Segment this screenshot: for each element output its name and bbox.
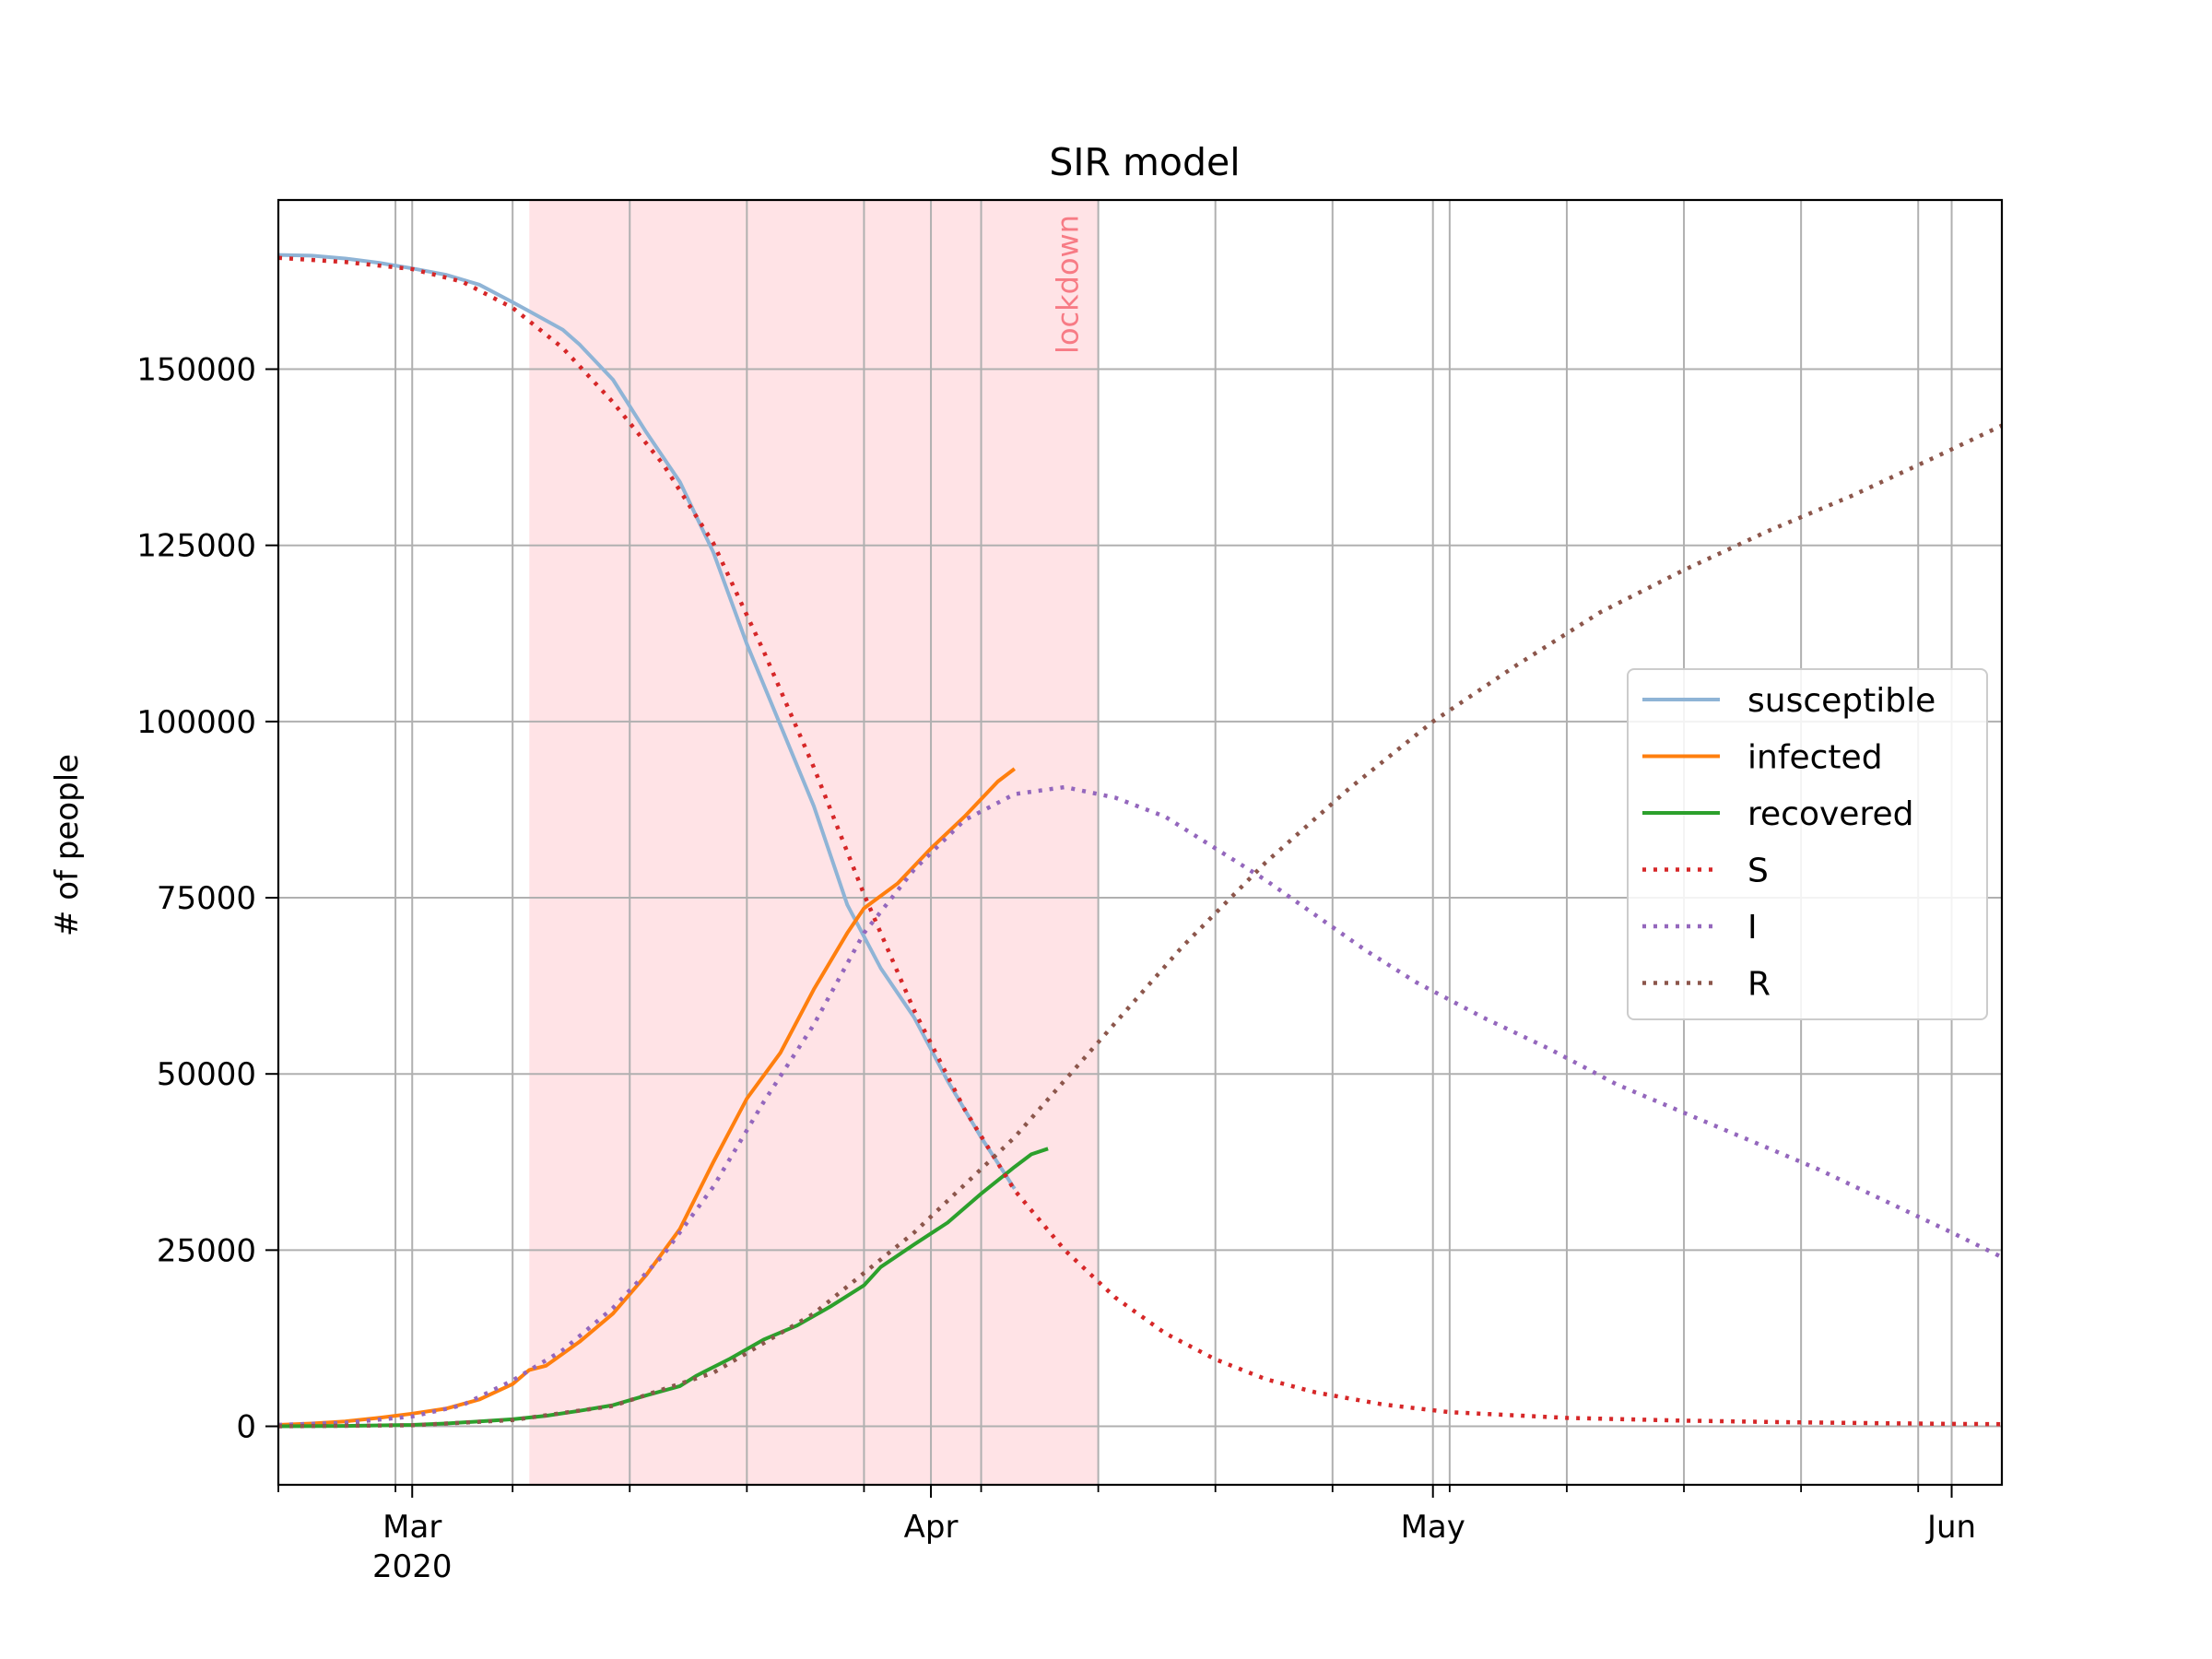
x-tick-sublabel: 2020 — [372, 1548, 453, 1585]
series-line-recovered — [278, 1147, 1049, 1429]
x-tick-label: May — [1401, 1509, 1465, 1546]
legend-entry-recovered: recovered — [1747, 795, 1913, 833]
axes-frame — [276, 198, 2004, 1487]
y-tick-label: 150000 — [136, 352, 256, 389]
y-tick-label: 25000 — [157, 1232, 256, 1269]
x-tick-label: Apr — [904, 1509, 959, 1546]
legend: susceptible infected recovered SIR — [1627, 668, 1988, 1020]
y-tick-label: 125000 — [136, 528, 256, 565]
legend-entry-infected: infected — [1747, 739, 1883, 777]
y-tick-label: 0 — [236, 1409, 256, 1446]
shaded-region-lockdown — [529, 200, 1099, 1485]
series-line-susceptible — [278, 253, 1017, 1190]
chart-title: SIR model — [1049, 140, 1240, 184]
y-tick-label: 75000 — [157, 880, 256, 917]
y-tick-label: 100000 — [136, 704, 256, 741]
series-group — [278, 253, 2002, 1429]
legend-entry-I: I — [1747, 909, 1758, 947]
legend-entry-S: S — [1747, 853, 1769, 890]
legend-box — [1627, 668, 1988, 1020]
y-axis-label: # of people — [49, 754, 86, 936]
series-line-infected — [278, 767, 1017, 1427]
series-line-I — [278, 784, 2002, 1428]
x-tick-label: Mar — [382, 1509, 441, 1546]
y-tick-label: 50000 — [157, 1056, 256, 1093]
x-tick-label: Jun — [1925, 1509, 1976, 1546]
shaded-region-label: lockdown — [1051, 215, 1086, 354]
legend-entry-susceptible: susceptible — [1747, 682, 1936, 720]
legend-entry-R: R — [1747, 966, 1771, 1004]
